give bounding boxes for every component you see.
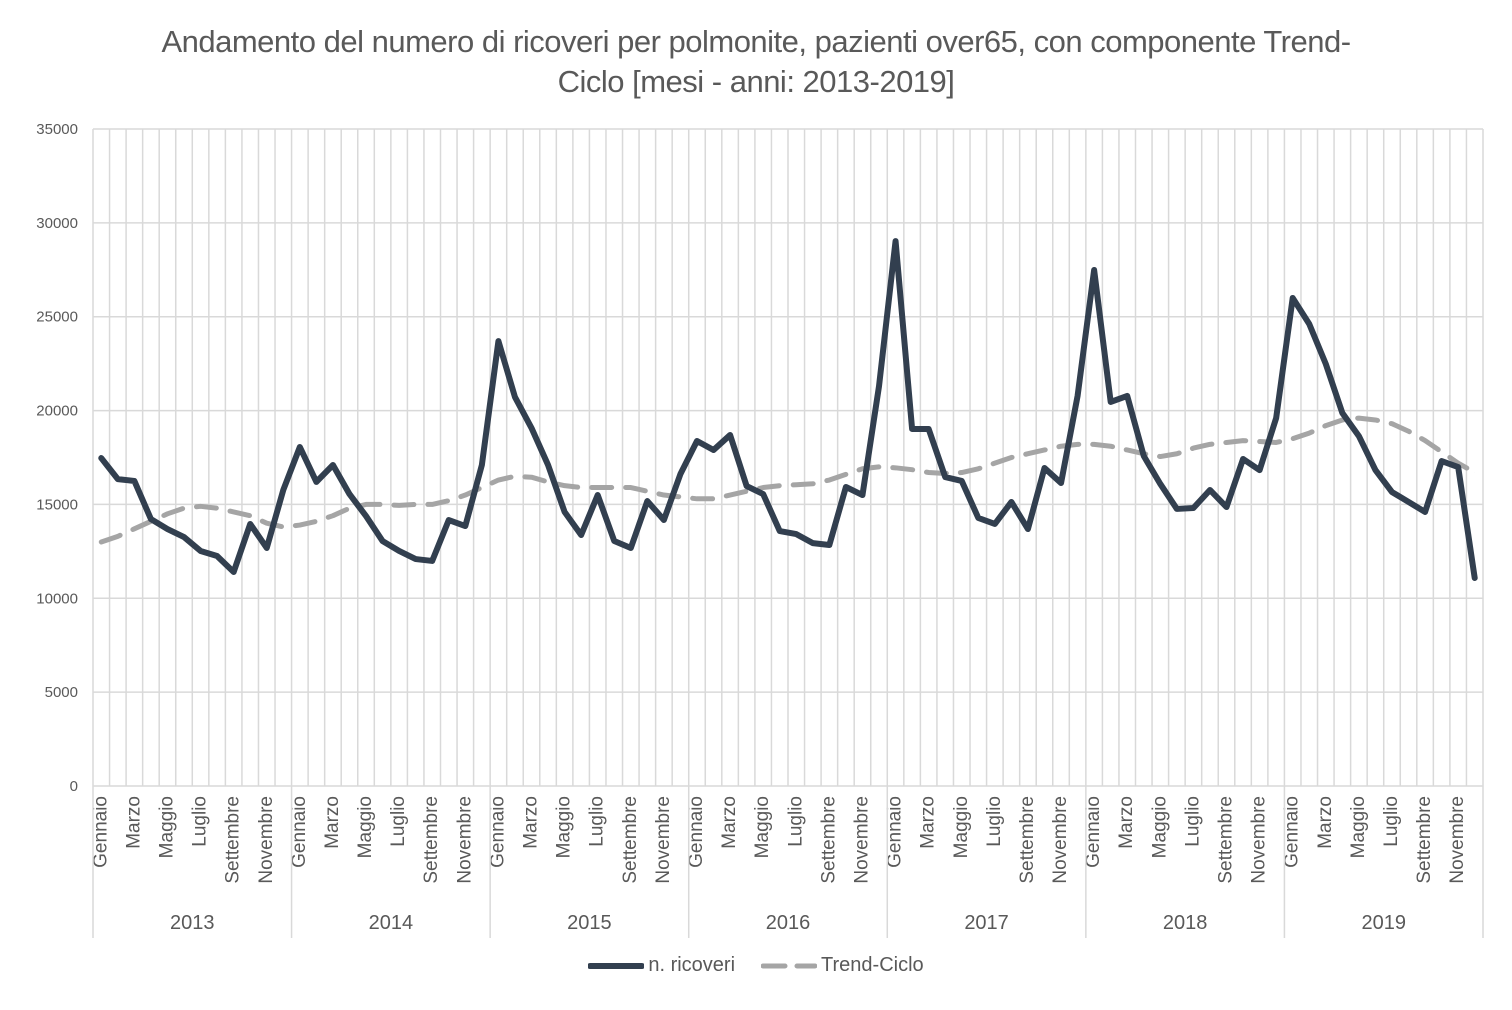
chart-title-line2: Ciclo [mesi - anni: 2013-2019] (557, 64, 955, 99)
x-year-label: 2018 (1163, 912, 1208, 934)
x-month-label: Luglio (1381, 796, 1402, 847)
x-month-label: Settembre (1414, 796, 1435, 884)
y-tick-label: 0 (70, 778, 78, 795)
x-month-label: Settembre (421, 796, 442, 884)
legend-label-trend: Trend-Ciclo (821, 954, 924, 976)
legend-dashed-line-icon (761, 963, 818, 968)
x-month-label: Gennaio (686, 796, 707, 868)
x-year-label: 2016 (766, 912, 811, 934)
y-tick-label: 10000 (36, 590, 78, 607)
x-month-label: Maggio (1149, 796, 1170, 858)
chart-title: Andamento del numero di ricoveri per pol… (0, 22, 1512, 102)
x-month-label: Novembre (851, 796, 872, 884)
x-month-label: Luglio (388, 796, 409, 847)
x-month-label: Novembre (1050, 796, 1071, 884)
series-line-trend-ciclo (98, 415, 1478, 545)
x-month-label: Marzo (1116, 796, 1137, 849)
x-month-label: Luglio (190, 796, 211, 847)
x-month-label: Gennaio (1282, 796, 1303, 868)
x-month-label: Gennaio (885, 796, 906, 868)
x-month-label: Settembre (620, 796, 641, 884)
x-month-label: Luglio (984, 796, 1005, 847)
y-tick-label: 5000 (45, 684, 78, 701)
x-year-label: 2013 (170, 912, 215, 934)
y-tick-label: 25000 (36, 309, 78, 326)
x-month-label: Settembre (818, 796, 839, 884)
x-month-label: Marzo (521, 796, 542, 849)
chart-title-line1: Andamento del numero di ricoveri per pol… (161, 24, 1351, 59)
y-tick-label: 15000 (36, 496, 78, 513)
legend: n. ricoveri Trend-Ciclo (0, 954, 1512, 977)
x-month-label: Maggio (951, 796, 972, 858)
x-month-label: Marzo (719, 796, 740, 849)
x-month-label: Marzo (123, 796, 144, 849)
x-month-label: Novembre (1249, 796, 1270, 884)
legend-label-ricoveri: n. ricoveri (648, 954, 736, 976)
series-line-ricoveri (98, 238, 1478, 582)
x-month-label: Luglio (587, 796, 608, 847)
x-month-label: Maggio (1348, 796, 1369, 858)
x-month-label: Novembre (454, 796, 475, 884)
x-month-label: Marzo (322, 796, 343, 849)
x-month-label: Maggio (752, 796, 773, 858)
x-month-label: Marzo (1315, 796, 1336, 849)
x-month-label: Gennaio (1083, 796, 1104, 868)
legend-item-trend: Trend-Ciclo (761, 954, 924, 977)
x-year-label: 2019 (1361, 912, 1406, 934)
legend-solid-line-icon (588, 962, 645, 969)
x-month-label: Novembre (653, 796, 674, 884)
x-month-label: Novembre (1447, 796, 1468, 884)
y-tick-label: 35000 (36, 121, 78, 138)
x-month-label: Luglio (1182, 796, 1203, 847)
x-month-label: Maggio (156, 796, 177, 858)
x-month-label: Marzo (918, 796, 939, 849)
x-year-label: 2017 (964, 912, 1009, 934)
x-year-label: 2014 (369, 912, 414, 934)
x-month-label: Maggio (554, 796, 575, 858)
x-month-label: Settembre (223, 796, 244, 884)
x-month-label: Novembre (256, 796, 277, 884)
x-month-label: Gennaio (289, 796, 310, 868)
legend-item-ricoveri: n. ricoveri (588, 954, 735, 977)
x-month-label: Maggio (355, 796, 376, 858)
y-tick-label: 30000 (36, 215, 78, 232)
x-month-label: Settembre (1216, 796, 1237, 884)
x-month-label: Gennaio (487, 796, 508, 868)
x-month-label: Settembre (1017, 796, 1038, 884)
x-month-label: Gennaio (90, 796, 111, 868)
x-year-label: 2015 (567, 912, 612, 934)
y-tick-label: 20000 (36, 403, 78, 420)
x-month-label: Luglio (785, 796, 806, 847)
